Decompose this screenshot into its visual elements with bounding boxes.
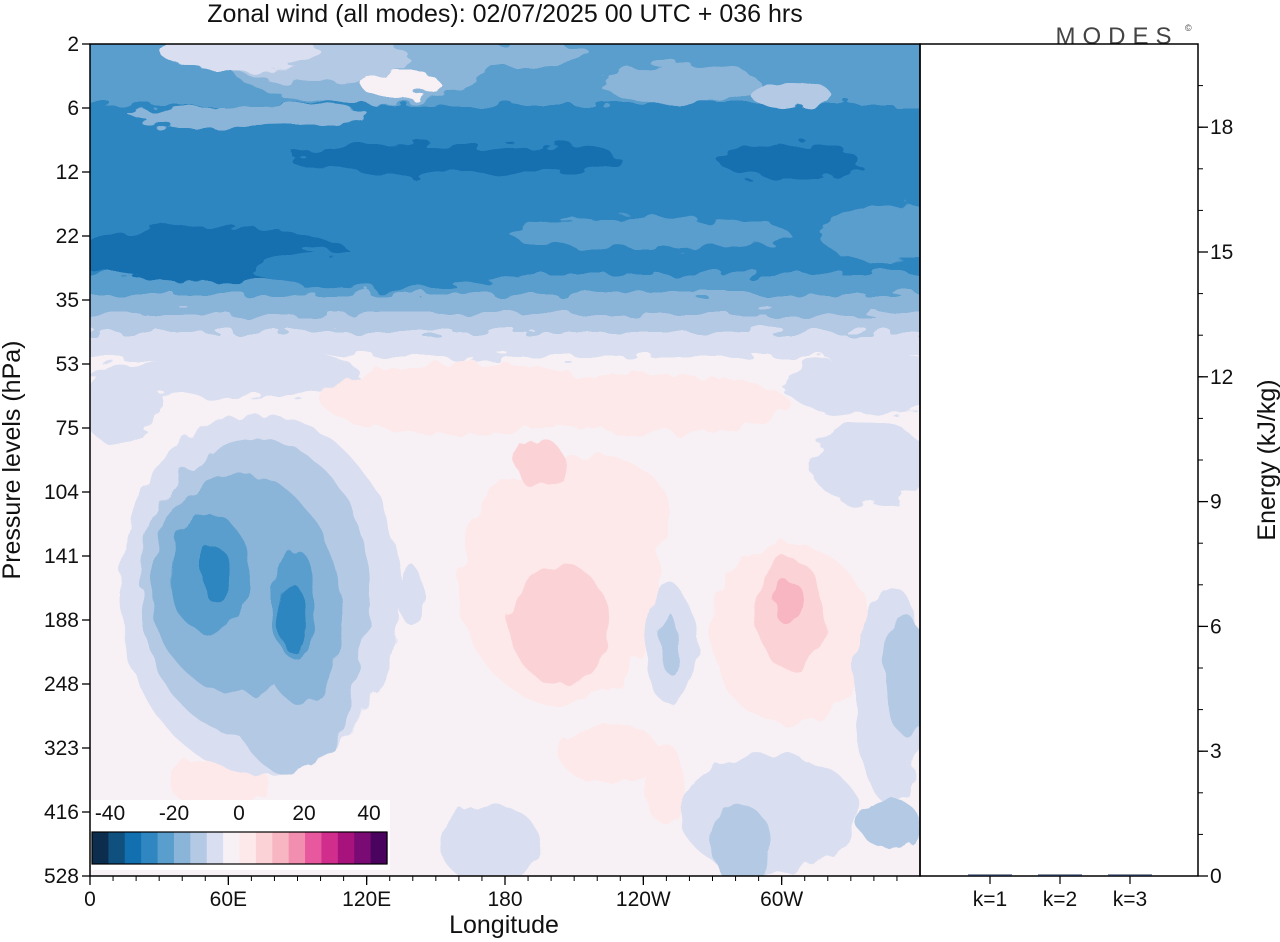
colorbar-swatch [206, 832, 224, 864]
energy-category-label: k=2 [1043, 888, 1077, 911]
colorbar-swatch [305, 832, 323, 864]
y-tick-label: 104 [44, 481, 79, 504]
y-tick-label: 2 [67, 33, 79, 56]
energy-category-label: k=3 [1113, 888, 1147, 911]
y-tick-label: 528 [44, 865, 79, 888]
energy-bar [1038, 874, 1082, 876]
colorbar-swatch [92, 832, 109, 864]
x-axis-label: Longitude [449, 911, 559, 939]
colorbar-swatch [255, 832, 273, 864]
logo-mark: © [1185, 23, 1192, 33]
colorbar-swatch [239, 832, 257, 864]
energy-tick-label: 6 [1210, 615, 1222, 638]
colorbar-tick-label: -20 [159, 802, 189, 825]
modes-logo: MODES © [1055, 23, 1192, 50]
colorbar: -40 -20 0 20 40 [90, 800, 390, 870]
energy-tick-label: 3 [1210, 740, 1222, 763]
longitude-axis: 0 60E 120E 180 120W 60W [84, 876, 898, 911]
y-tick-label: 35 [56, 289, 79, 312]
y-tick-label: 323 [44, 737, 79, 760]
x-tick-label: 60W [760, 888, 803, 911]
colorbar-swatch [141, 832, 159, 864]
y-tick-label: 141 [44, 545, 79, 568]
colorbar-swatch [190, 832, 208, 864]
colorbar-swatch [124, 832, 142, 864]
colorbar-swatch [157, 832, 175, 864]
colorbar-swatch [288, 832, 306, 864]
energy-tick-label: 18 [1210, 116, 1233, 139]
energy-category-label: k=1 [973, 888, 1007, 911]
colorbar-swatch [321, 832, 339, 864]
contour-field [90, 44, 920, 876]
colorbar-tick-label: -40 [95, 802, 125, 825]
colorbar-frame [91, 831, 388, 865]
colorbar-swatch [223, 832, 241, 864]
energy-bars: k=1 k=2 k=3 [968, 874, 1152, 911]
energy-bar [968, 874, 1012, 876]
energy-tick-label: 0 [1210, 865, 1222, 888]
y-tick-label: 6 [67, 97, 79, 120]
y-tick-label: 12 [56, 161, 79, 184]
energy-tick-label: 15 [1210, 241, 1233, 264]
y-axis-label: Pressure levels (hPa) [0, 341, 26, 580]
logo-text: MODES [1055, 23, 1178, 50]
y-tick-label: 248 [44, 673, 79, 696]
y-tick-label: 416 [44, 801, 79, 824]
x-tick-label: 120E [342, 888, 391, 911]
energy-panel-frame [919, 43, 1199, 877]
pressure-axis: 2 6 12 22 35 53 75 104 141 188 248 323 416 528 [44, 33, 90, 888]
energy-bar [1108, 874, 1152, 876]
colorbar-swatch [173, 832, 191, 864]
colorbar-swatch [337, 832, 355, 864]
y-tick-label: 22 [56, 225, 79, 248]
colorbar-swatch [370, 832, 388, 864]
colorbar-swatch [354, 832, 372, 864]
energy-tick-label: 9 [1210, 491, 1222, 514]
x-tick-label: 60E [210, 888, 247, 911]
energy-axis-label: Energy (kJ/kg) [1253, 379, 1280, 540]
x-tick-label: 0 [84, 888, 96, 911]
y-tick-label: 188 [44, 609, 79, 632]
colorbar-swatch [272, 832, 290, 864]
y-tick-label: 53 [56, 353, 79, 376]
x-tick-label: 180 [487, 888, 522, 911]
colorbar-swatches [92, 832, 388, 864]
energy-tick-label: 12 [1210, 366, 1233, 389]
x-tick-label: 120W [616, 888, 671, 911]
chart-title: Zonal wind (all modes): 02/07/2025 00 UT… [207, 0, 802, 28]
y-tick-label: 75 [56, 417, 79, 440]
colorbar-swatch [108, 832, 126, 864]
colorbar-tick-label: 20 [292, 802, 315, 825]
colorbar-tick-label: 40 [357, 802, 380, 825]
colorbar-tick-label: 0 [233, 802, 245, 825]
energy-axis: 0 3 6 9 12 15 18 [1198, 85, 1233, 888]
